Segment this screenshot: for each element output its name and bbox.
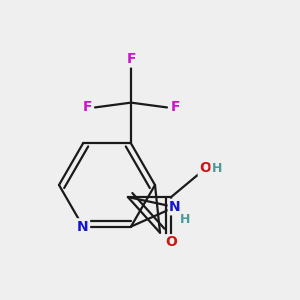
Text: H: H xyxy=(180,212,190,226)
Text: O: O xyxy=(165,236,177,250)
Text: F: F xyxy=(82,100,92,114)
Text: H: H xyxy=(212,162,222,175)
Text: N: N xyxy=(169,200,181,214)
Text: F: F xyxy=(126,52,136,66)
Text: F: F xyxy=(170,100,180,114)
Text: O: O xyxy=(199,161,211,175)
Text: N: N xyxy=(77,220,89,234)
